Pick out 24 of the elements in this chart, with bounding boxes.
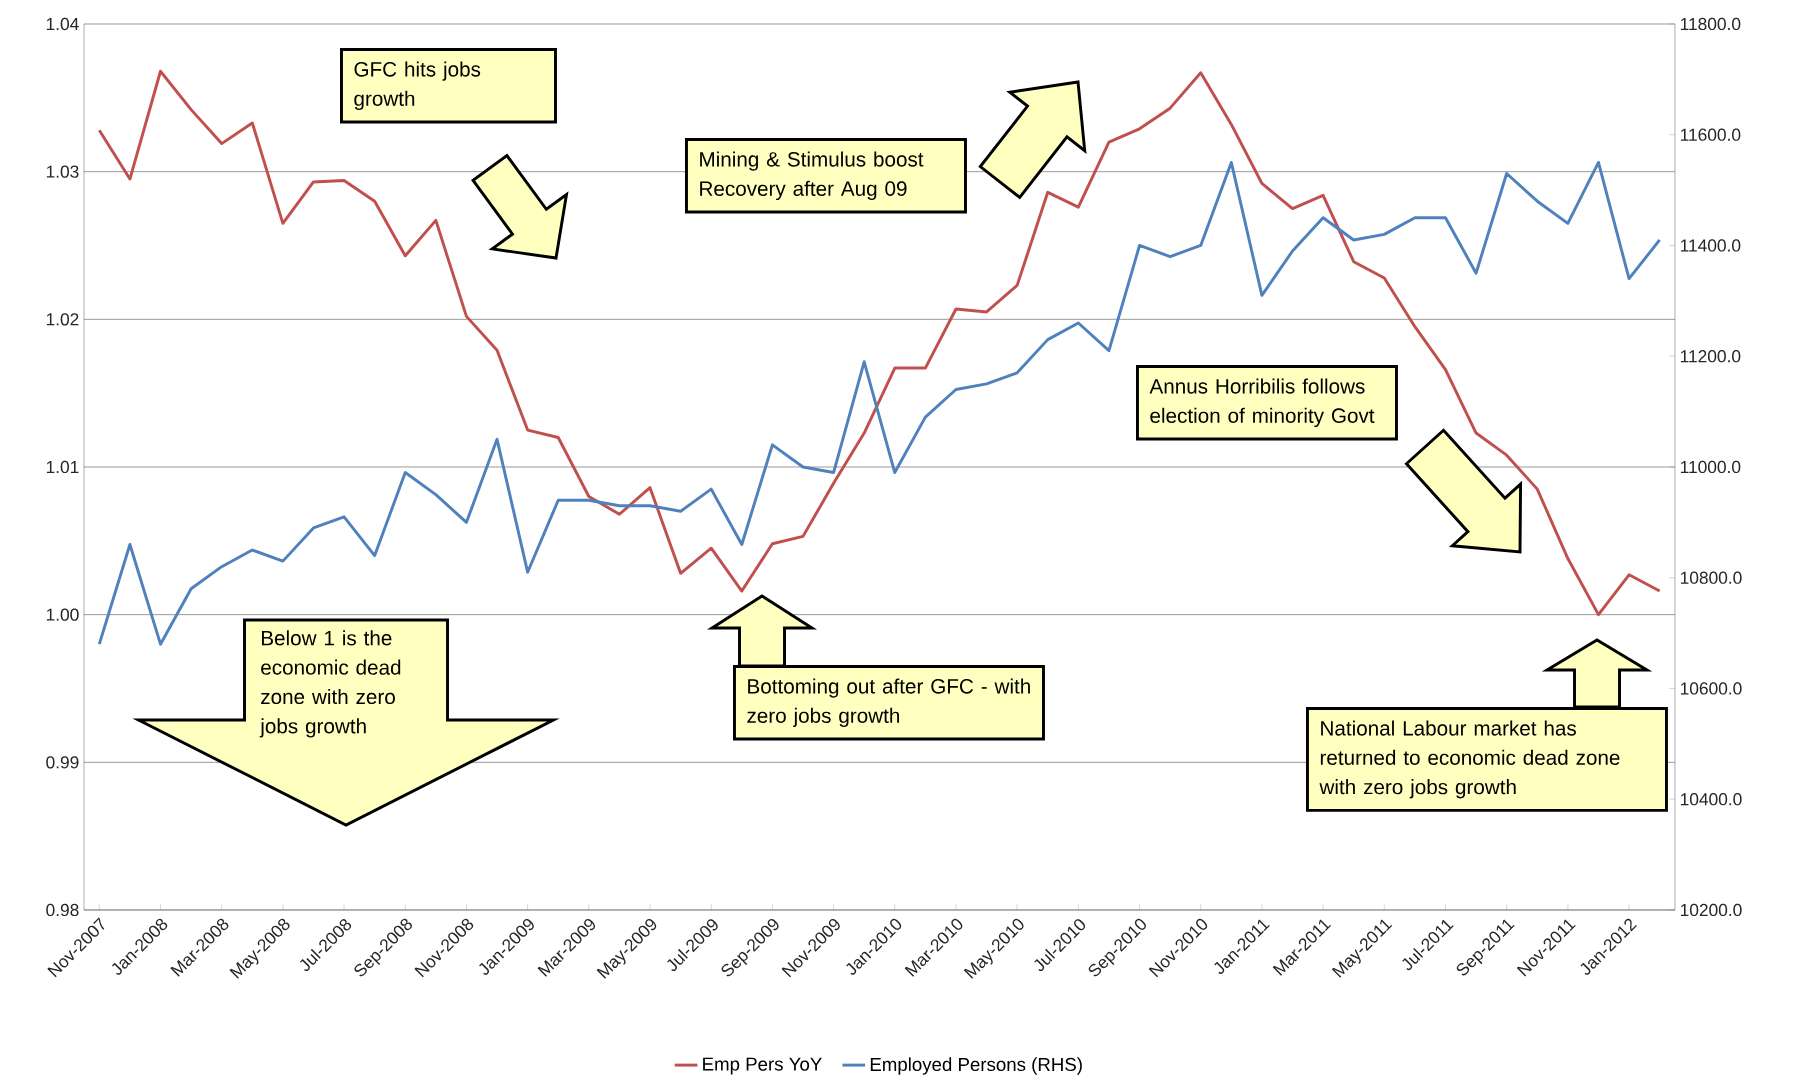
y2-tick-label: 11000.0 [1680,460,1741,474]
annotation: National Labour market has returned to economic dead zone with zero jobs growth [1319,720,1620,799]
y2-tick-label: 10400.0 [1680,793,1742,806]
y-tick-label: 0.99 [46,756,79,769]
annotation: Below 1 is the economic dead zone with zero jobs growth [259,630,401,738]
annotation: Bottoming out after GFC - with zero jobs growth [747,678,1030,728]
annotation: Annus Horribilis follows election of minority Govt [1149,378,1375,428]
y-tick-label: 1.01 [46,460,79,474]
annotation: Mining & Stimulus boost Recovery after Aug 09 [700,151,924,201]
y-tick-label: 1.04 [46,17,79,31]
y-tick-label: 1.00 [46,608,79,621]
y-tick-label: 1.03 [46,165,79,178]
y2-tick-label: 10800.0 [1680,571,1742,584]
y2-tick-label: 11200.0 [1680,350,1741,363]
y2-tick-label: 11400.0 [1680,239,1741,252]
y2-tick-label: 10600.0 [1680,682,1742,695]
y2-tick-label: 10200.0 [1680,903,1742,917]
legend-label: Employed Persons (RHS) [870,1057,1082,1075]
y-tick-label: 1.02 [46,313,79,326]
annotation: GFC hits jobs growth [354,61,481,111]
y2-tick-label: 11800.0 [1680,17,1741,31]
legend-label: Emp Pers YoY [703,1057,822,1075]
y-tick-label: 0.98 [46,903,79,917]
y2-tick-label: 11600.0 [1680,128,1741,141]
